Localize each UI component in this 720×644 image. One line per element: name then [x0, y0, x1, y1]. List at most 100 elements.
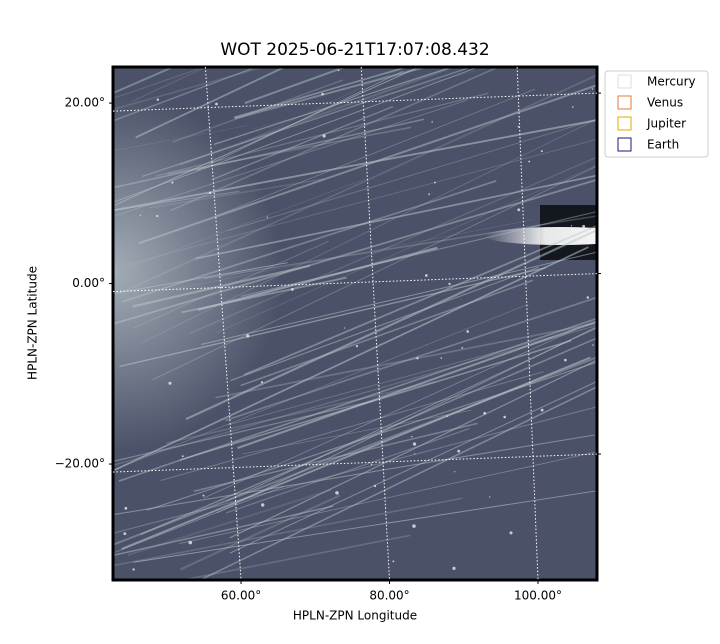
- streak: [113, 262, 288, 295]
- streak: [135, 67, 287, 139]
- streak: [113, 67, 267, 111]
- star: [156, 214, 159, 218]
- streak: [204, 215, 597, 280]
- star: [411, 435, 413, 438]
- streak: [216, 88, 535, 217]
- star: [156, 98, 160, 101]
- star: [132, 568, 135, 571]
- streak: [165, 381, 437, 445]
- streak: [213, 105, 394, 180]
- star: [355, 345, 359, 348]
- streak: [189, 156, 597, 334]
- star: [290, 288, 294, 291]
- star: [266, 216, 269, 218]
- streak: [178, 534, 411, 580]
- legend: [604, 70, 709, 158]
- y-axis-label: HPLN-ZPN Latitude: [26, 266, 40, 380]
- star: [370, 463, 373, 466]
- axes-frame: [111, 65, 599, 582]
- star: [528, 160, 531, 163]
- legend-marker: [617, 74, 632, 89]
- streak: [226, 327, 597, 502]
- grid-line: [360, 66, 391, 581]
- x-tick-label: 100.00°: [514, 589, 562, 603]
- streak: [113, 406, 597, 534]
- legend-marker: [617, 137, 632, 152]
- streak: [113, 190, 240, 211]
- star: [489, 496, 491, 498]
- streak: [113, 67, 176, 95]
- streak: [140, 337, 597, 536]
- streak: [133, 240, 329, 329]
- star: [168, 381, 172, 385]
- streak: [195, 174, 597, 260]
- star: [414, 453, 416, 455]
- streak: [198, 385, 597, 580]
- star: [564, 358, 567, 362]
- legend-label: Jupiter: [646, 117, 686, 131]
- streak: [233, 67, 410, 119]
- x-tick-label: 80.00°: [369, 589, 409, 603]
- legend-label: Venus: [647, 96, 683, 110]
- star: [412, 524, 416, 528]
- star: [431, 121, 433, 123]
- streak: [113, 99, 468, 217]
- streak: [167, 126, 412, 175]
- grid-line: [112, 453, 598, 473]
- streak: [201, 251, 597, 345]
- star: [591, 88, 594, 90]
- streak: [185, 228, 597, 421]
- star: [540, 150, 543, 153]
- streak: [127, 138, 597, 265]
- star: [416, 357, 419, 360]
- streak: [228, 67, 406, 151]
- star: [592, 344, 594, 346]
- legend-marker: [617, 95, 632, 110]
- star: [261, 503, 265, 507]
- y-tick-label: −20.00°: [55, 457, 105, 471]
- streak: [113, 303, 529, 471]
- streak: [113, 67, 421, 207]
- streak: [122, 180, 497, 303]
- star: [344, 327, 346, 329]
- star: [428, 193, 431, 196]
- sky-image: [113, 67, 597, 580]
- streak: [230, 266, 539, 382]
- star: [373, 484, 377, 488]
- streak: [119, 267, 546, 368]
- streak: [155, 92, 489, 177]
- star: [448, 282, 451, 286]
- grid-line: [112, 92, 598, 112]
- streak: [216, 326, 597, 514]
- star: [433, 181, 436, 184]
- streak: [160, 371, 544, 482]
- streak: [121, 356, 591, 550]
- grid-line: [112, 273, 598, 293]
- streak: [179, 339, 572, 461]
- streak: [240, 279, 534, 387]
- x-axis-label: HPLN-ZPN Longitude: [293, 609, 417, 623]
- streak: [113, 324, 597, 467]
- star: [517, 125, 520, 128]
- streak: [113, 356, 597, 546]
- streak: [152, 165, 597, 381]
- star: [202, 494, 205, 497]
- streak: [179, 494, 341, 571]
- star: [466, 330, 470, 333]
- streak: [113, 246, 589, 472]
- streak: [113, 67, 206, 100]
- streak: [181, 276, 347, 314]
- streak: [227, 336, 554, 426]
- streak: [244, 67, 348, 105]
- streak: [243, 224, 597, 376]
- streak: [113, 497, 463, 567]
- star: [570, 225, 573, 227]
- streak: [170, 67, 501, 212]
- streak: [140, 118, 597, 344]
- star: [509, 531, 513, 535]
- star: [208, 191, 212, 195]
- star: [440, 357, 443, 359]
- star: [124, 506, 128, 510]
- star: [457, 449, 461, 453]
- star: [424, 274, 428, 277]
